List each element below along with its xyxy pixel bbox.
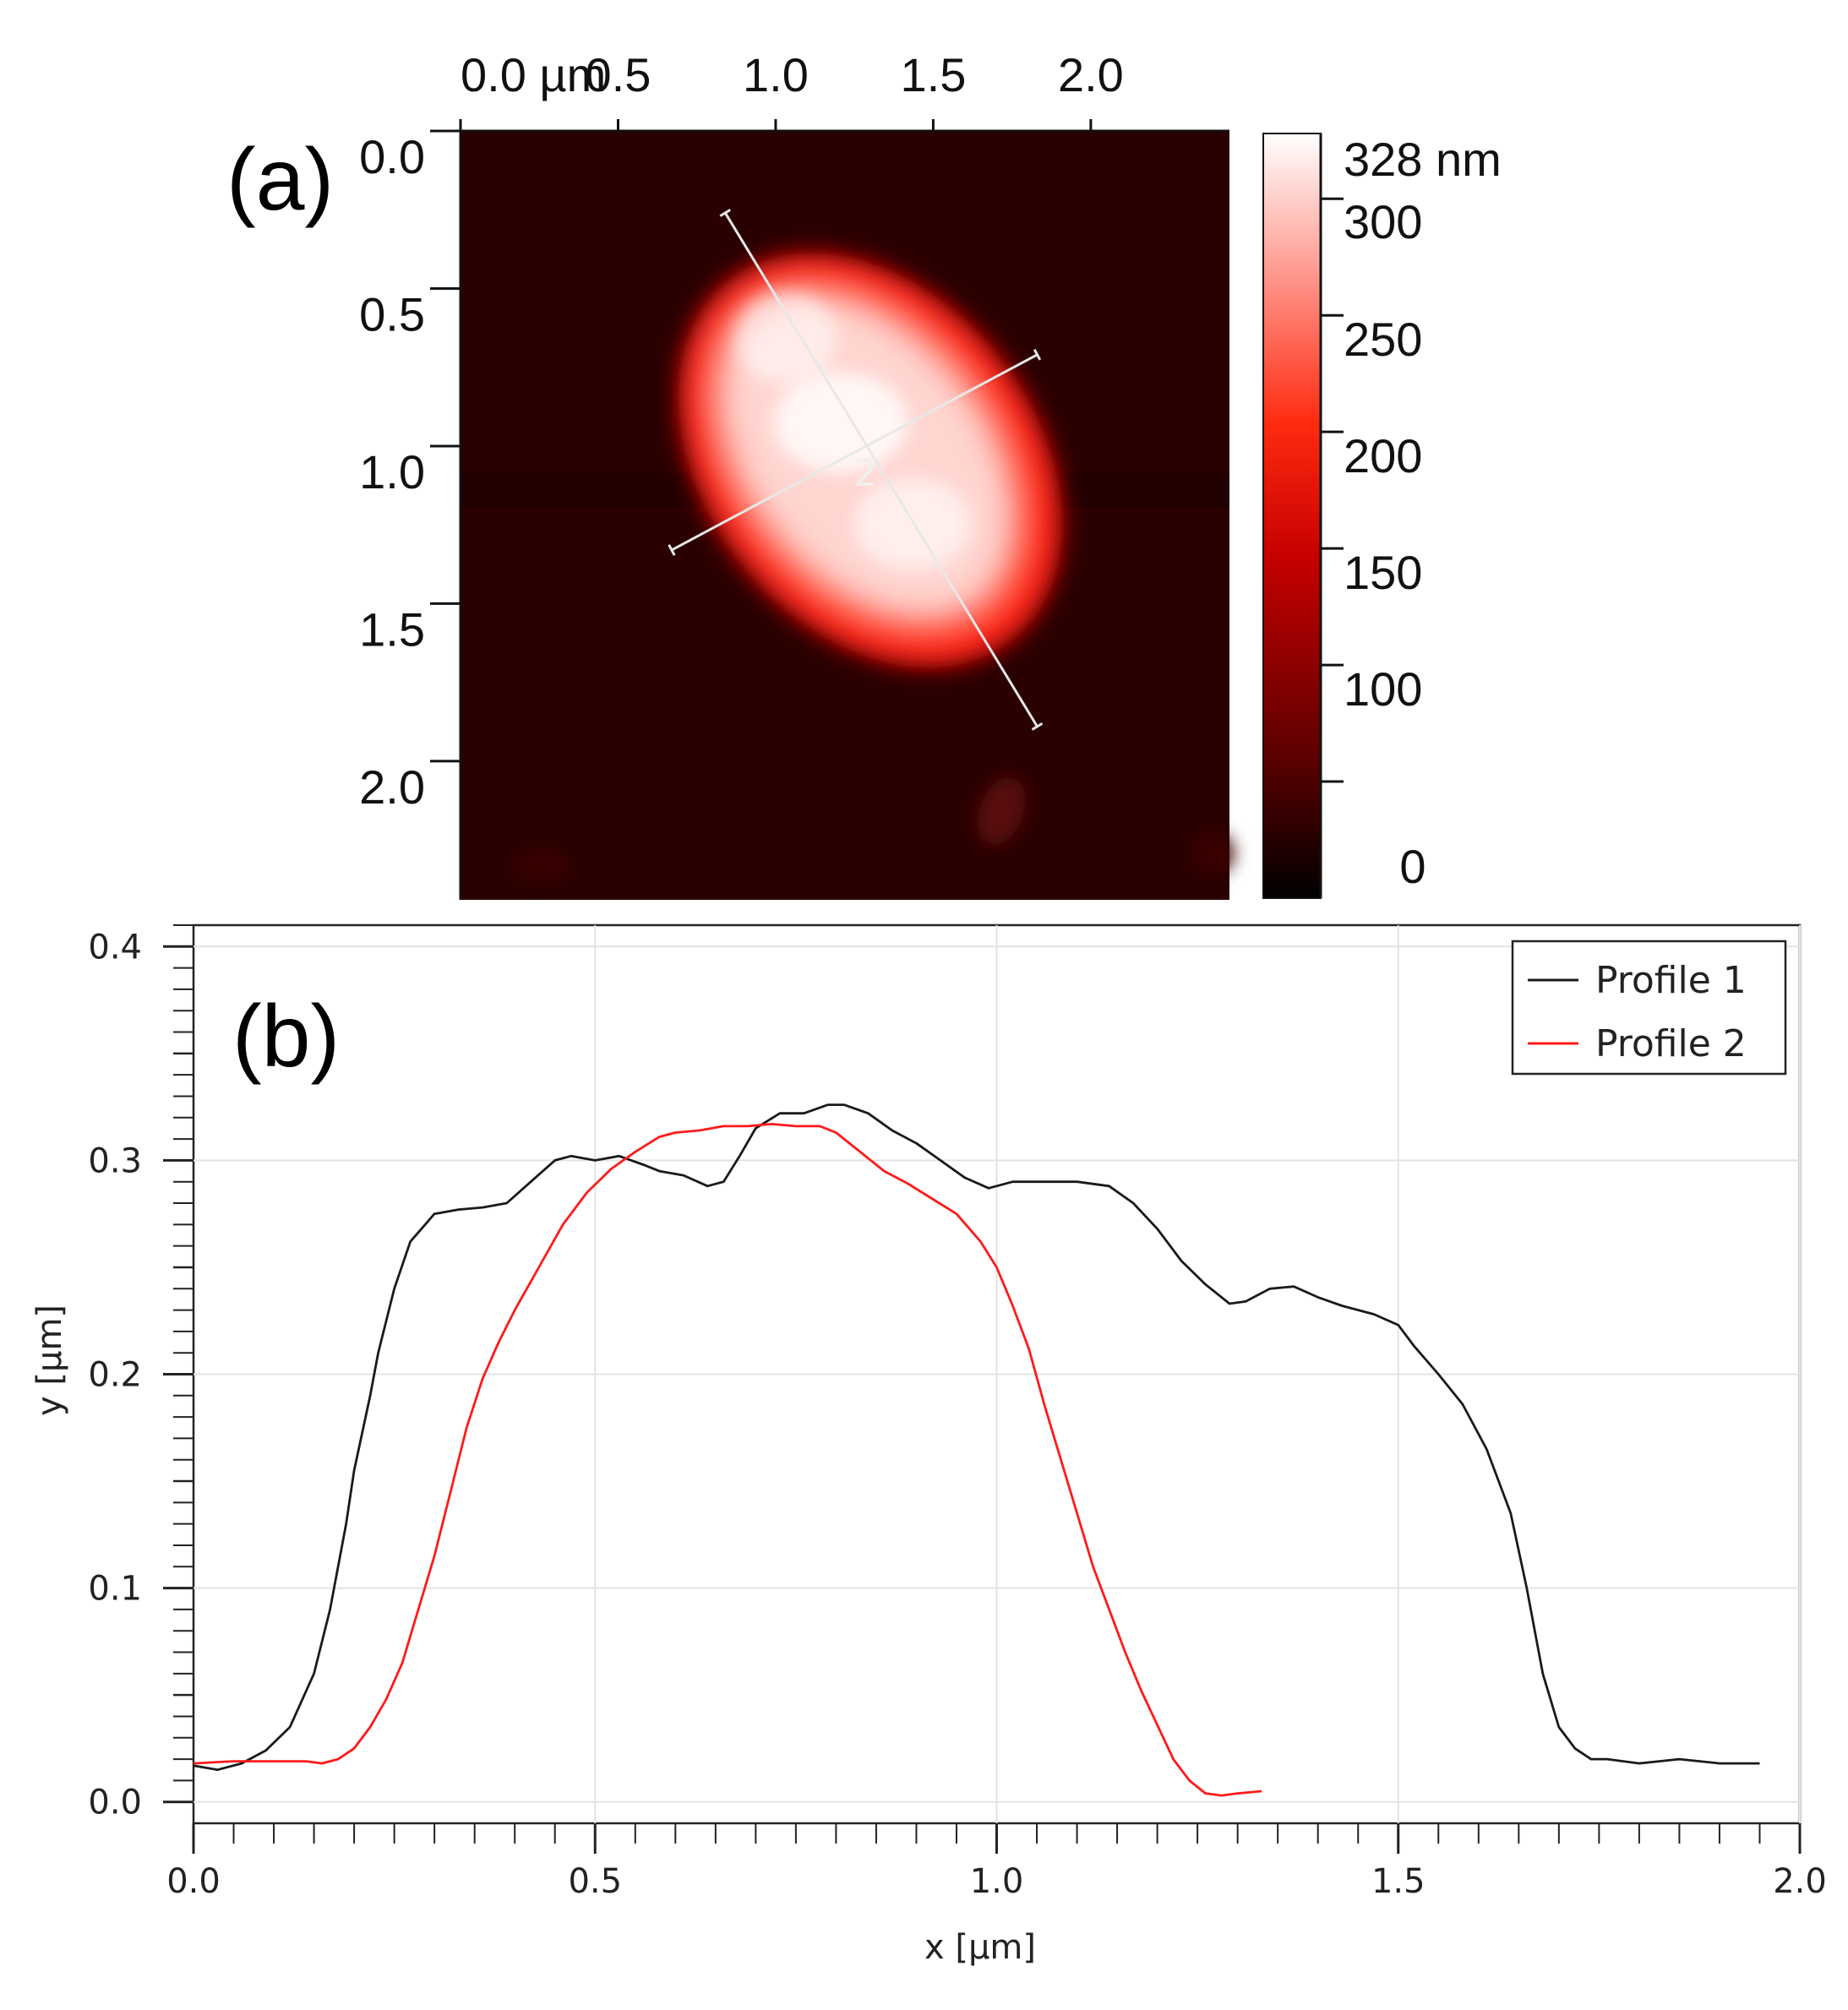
series-line-profile-2 [193,1123,1262,1797]
afm-axes: 0.0 µm0.5 1.0 1.5 2.0 0.00.51.01.52.0 [359,48,1229,900]
y-tick-label: 0.4 [88,928,142,967]
y-tick-label: 0.1 [88,1570,142,1609]
y-axis-title: y [µm] [30,1305,69,1416]
legend: Profile 1 Profile 2 [1511,940,1787,1076]
profile-line-1 [719,209,1044,731]
panel-b-label: (b) [232,988,340,1086]
legend-box [1511,940,1787,1076]
colorbar-tick-label: 150 [1344,546,1422,599]
afm-panel: (a) 2 [226,48,1502,900]
profile-plot-panel: 0.0 0.5 1.0 1.5 2.0 0.0 0.1 0.2 0.3 0.4 (b) x [µ… [30,923,1827,1967]
x-tick-label: 0.0 [166,1862,221,1901]
afm-y-tick-label: 0.5 [359,287,425,340]
colorbar-tick-label: 300 [1344,195,1422,248]
profile-line-2 [668,348,1042,556]
afm-y-tick-label: 0.0 [359,130,425,183]
series-line-profile-1 [193,1103,1760,1772]
y-tick-label: 0.3 [88,1141,142,1180]
y-tick-label: 0.0 [88,1784,142,1822]
series-layer [193,1103,1760,1797]
colorbar-tick-label: 200 [1344,429,1422,482]
afm-x-tick-label: 0.5 [586,48,651,101]
x-tick-label: 0.5 [568,1862,622,1901]
afm-x-tick-label: 0.0 µm [461,48,606,101]
afm-x-tick-label: 1.0 [743,48,809,101]
afm-height-map: 2 [461,131,1234,900]
legend-entry-profile-2: Profile 2 [1595,1022,1747,1065]
x-axis: 0.0 0.5 1.0 1.5 2.0 [166,1823,1827,1901]
afm-x-tick-label: 1.5 [900,48,966,101]
colorbar-tick-label: 250 [1344,313,1422,366]
colorbar-tick-label: 0 [1399,840,1426,893]
afm-y-tick-label: 1.5 [359,602,425,656]
colorbar-tick-label: 328 nm [1344,133,1502,186]
colorbar: 328 nm 300 250 200 150 100 0 [1262,133,1502,899]
x-tick-label: 1.5 [1371,1862,1426,1901]
afm-x-tick-label: 2.0 [1058,48,1124,101]
y-tick-label: 0.2 [88,1356,142,1395]
x-axis-title: x [µm] [924,1928,1036,1967]
profile-line-2-mark: 2 [853,452,877,495]
x-tick-label: 2.0 [1773,1862,1827,1901]
colorbar-tick-label: 100 [1344,662,1422,716]
afm-y-tick-label: 1.0 [359,445,425,498]
afm-y-tick-label: 2.0 [359,760,425,814]
legend-entry-profile-1: Profile 1 [1595,959,1747,1002]
x-tick-label: 1.0 [970,1862,1024,1901]
panel-a-label: (a) [226,131,334,229]
y-axis: 0.0 0.1 0.2 0.3 0.4 [88,924,194,1822]
